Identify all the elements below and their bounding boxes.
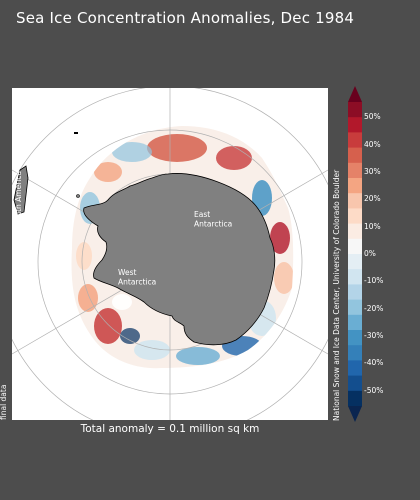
colorbar-tick-label: -30% (364, 331, 384, 341)
colorbar-segment (348, 238, 362, 255)
anomaly-patch (112, 294, 132, 310)
colorbar-segment (348, 223, 362, 240)
colorbar-tick-label: 30% (364, 166, 381, 176)
colorbar-segment (348, 208, 362, 225)
small-island (76, 194, 80, 198)
anomaly-patch (76, 242, 92, 270)
label-west-antarctica: West Antarctica (118, 268, 156, 287)
colorbar-segment (348, 162, 362, 179)
south-america-tip (13, 165, 29, 215)
anomaly-patch (147, 134, 207, 162)
anomaly-patch (94, 162, 122, 182)
label-west-antarctica-line2: Antarctica (118, 278, 156, 287)
anomaly-patch (120, 328, 140, 344)
colorbar-segment (348, 330, 362, 346)
sea-ice-anomaly-map: South America East Antarctica West Antar… (12, 88, 328, 420)
colorbar-segment (348, 360, 362, 377)
colorbar-segment (348, 102, 362, 118)
anomaly-patch (134, 340, 170, 360)
colorbar (348, 86, 362, 422)
label-south-america: South America (14, 171, 23, 226)
colorbar-tick-label: 20% (364, 194, 381, 204)
anomaly-patch (274, 262, 294, 294)
anomaly-patch (112, 142, 152, 162)
colorbar-segment (348, 193, 362, 209)
data-status-label: final data (0, 382, 9, 420)
colorbar-segment (348, 390, 362, 407)
colorbar-extend-max (348, 86, 362, 102)
colorbar-segment (348, 314, 362, 331)
colorbar-tick-label: 50% (364, 112, 381, 122)
colorbar-segment (348, 254, 362, 270)
data-status-text: final data (0, 384, 8, 420)
anomaly-patch (216, 146, 252, 170)
label-east-antarctica-line1: East (194, 210, 210, 219)
colorbar-segment (348, 117, 362, 133)
credit-text: National Snow and Ice Data Center, Unive… (332, 169, 341, 421)
colorbar-tick-label: -20% (364, 303, 384, 313)
colorbar-segment (348, 147, 362, 164)
antarctica-landmass (83, 173, 276, 346)
colorbar-segment (348, 375, 362, 392)
label-east-antarctica-line2: Antarctica (194, 220, 232, 229)
anomaly-patch (176, 347, 220, 365)
colorbar-segment (348, 345, 362, 361)
colorbar-tick-label: 10% (364, 221, 381, 231)
colorbar-segment (348, 132, 362, 149)
map-title: Sea Ice Concentration Anomalies, Dec 198… (16, 9, 355, 27)
anomaly-patch (270, 222, 290, 254)
colorbar-segment (348, 269, 362, 285)
colorbar-tick-label: 0% (364, 249, 376, 258)
label-east-antarctica: East Antarctica (194, 210, 232, 229)
colorbar-segment (348, 178, 362, 194)
label-west-antarctica-line1: West (118, 268, 136, 277)
colorbar-segment (348, 284, 362, 301)
colorbar-tick-label: -10% (364, 276, 384, 286)
total-anomaly-text: Total anomaly = 0.1 million sq km (80, 423, 260, 435)
colorbar-tick-label: 40% (364, 139, 381, 149)
small-island (74, 132, 78, 134)
colorbar-extend-min (348, 406, 362, 422)
colorbar-segment (348, 299, 362, 316)
colorbar-tick-label: -50% (364, 385, 384, 395)
colorbar-tick-label: -40% (364, 358, 384, 368)
